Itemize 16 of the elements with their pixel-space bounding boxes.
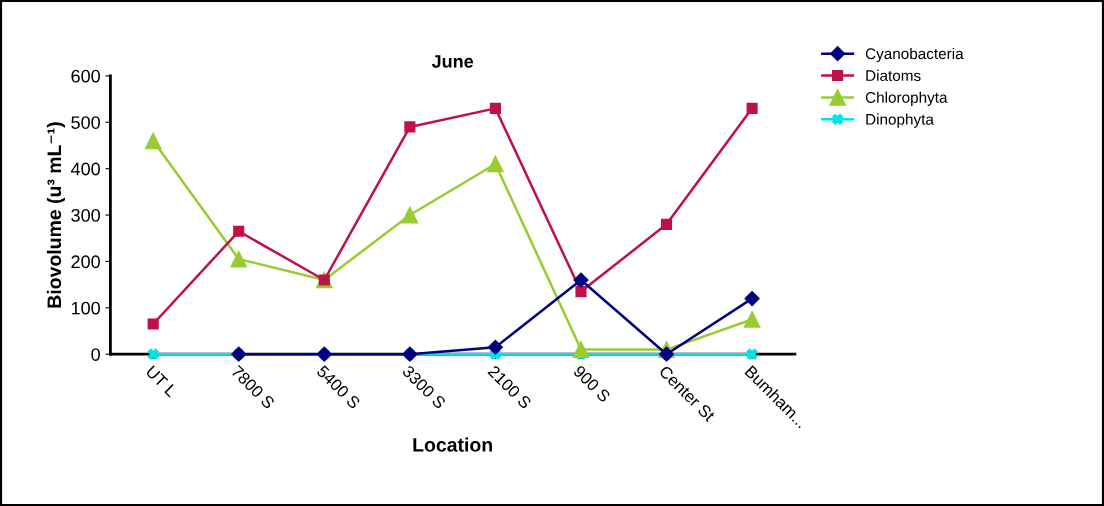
y-tick-label: 300 — [71, 208, 100, 222]
y-tick-label: 200 — [71, 255, 100, 269]
legend-label: Cyanobacteria — [865, 47, 964, 63]
legend-label: Dinophyta — [866, 113, 934, 128]
legend-label: Chlorophyta — [865, 91, 948, 106]
x-axis-title: Location — [413, 437, 492, 452]
y-tick-label: 600 — [71, 69, 100, 83]
y-axis-title: Biovolume (u³ mL⁻¹) — [46, 122, 65, 308]
y-tick-label: 0 — [91, 348, 100, 361]
x-tick-label: UT L — [145, 365, 178, 398]
y-tick-label: 500 — [71, 116, 100, 129]
chart-title: June — [431, 55, 474, 68]
y-tick-label: 100 — [71, 301, 100, 315]
y-tick-label: 400 — [70, 162, 100, 176]
legend-label: Diatoms — [866, 69, 921, 82]
x-tick-label: 900 S — [572, 364, 611, 403]
